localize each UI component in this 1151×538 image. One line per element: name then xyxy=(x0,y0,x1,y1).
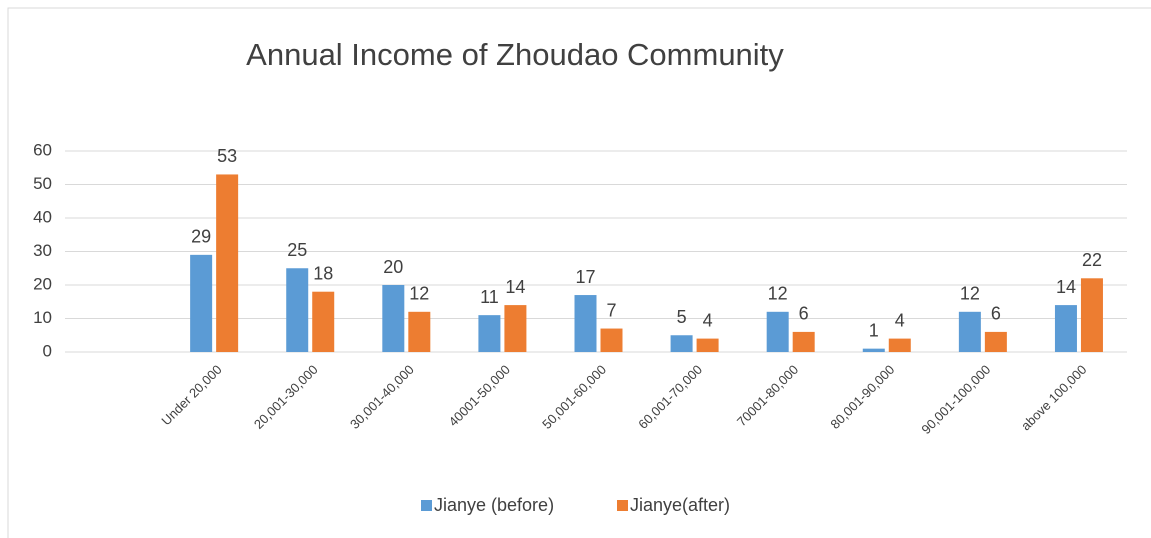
y-tick-label: 10 xyxy=(33,308,52,327)
value-label: 14 xyxy=(505,277,525,297)
value-label: 5 xyxy=(677,307,687,327)
value-label: 12 xyxy=(409,284,429,304)
value-label: 18 xyxy=(313,263,333,283)
legend-label: Jianye (before) xyxy=(434,495,554,515)
value-label: 17 xyxy=(575,267,595,287)
bar xyxy=(286,268,309,352)
legend-label: Jianye(after) xyxy=(630,495,730,515)
legend-swatch xyxy=(421,500,432,511)
bar xyxy=(408,311,431,352)
y-tick-label: 60 xyxy=(33,140,52,159)
chart-title: Annual Income of Zhoudao Community xyxy=(246,37,784,72)
bar xyxy=(600,328,623,352)
bar xyxy=(1054,305,1077,352)
value-label: 53 xyxy=(217,146,237,166)
bar xyxy=(504,305,527,352)
bar xyxy=(216,174,239,352)
y-tick-label: 30 xyxy=(33,241,52,260)
bar xyxy=(696,338,719,352)
value-label: 7 xyxy=(606,300,616,320)
bar xyxy=(1080,278,1103,352)
value-label: 12 xyxy=(960,284,980,304)
value-label: 4 xyxy=(703,310,713,330)
bar xyxy=(984,331,1007,352)
value-label: 1 xyxy=(869,320,879,340)
bar xyxy=(382,285,405,352)
y-tick-label: 20 xyxy=(33,274,52,293)
bar xyxy=(792,331,815,352)
bar xyxy=(190,254,213,352)
bar xyxy=(670,335,693,352)
value-label: 11 xyxy=(480,287,499,307)
y-tick-label: 40 xyxy=(33,207,52,226)
legend-swatch xyxy=(617,500,628,511)
y-tick-label: 0 xyxy=(43,341,52,360)
value-label: 4 xyxy=(895,310,905,330)
bar xyxy=(862,348,885,352)
value-label: 6 xyxy=(991,304,1001,324)
value-label: 6 xyxy=(799,304,809,324)
value-label: 20 xyxy=(383,257,403,277)
value-label: 22 xyxy=(1082,250,1102,270)
bar xyxy=(888,338,911,352)
value-label: 12 xyxy=(768,284,788,304)
value-label: 14 xyxy=(1056,277,1076,297)
bar xyxy=(478,315,501,352)
bar xyxy=(574,295,597,352)
y-tick-label: 50 xyxy=(33,174,52,193)
bar xyxy=(958,311,981,352)
bar xyxy=(312,291,335,352)
bar xyxy=(766,311,789,352)
value-label: 29 xyxy=(191,227,211,247)
value-label: 25 xyxy=(287,240,307,260)
